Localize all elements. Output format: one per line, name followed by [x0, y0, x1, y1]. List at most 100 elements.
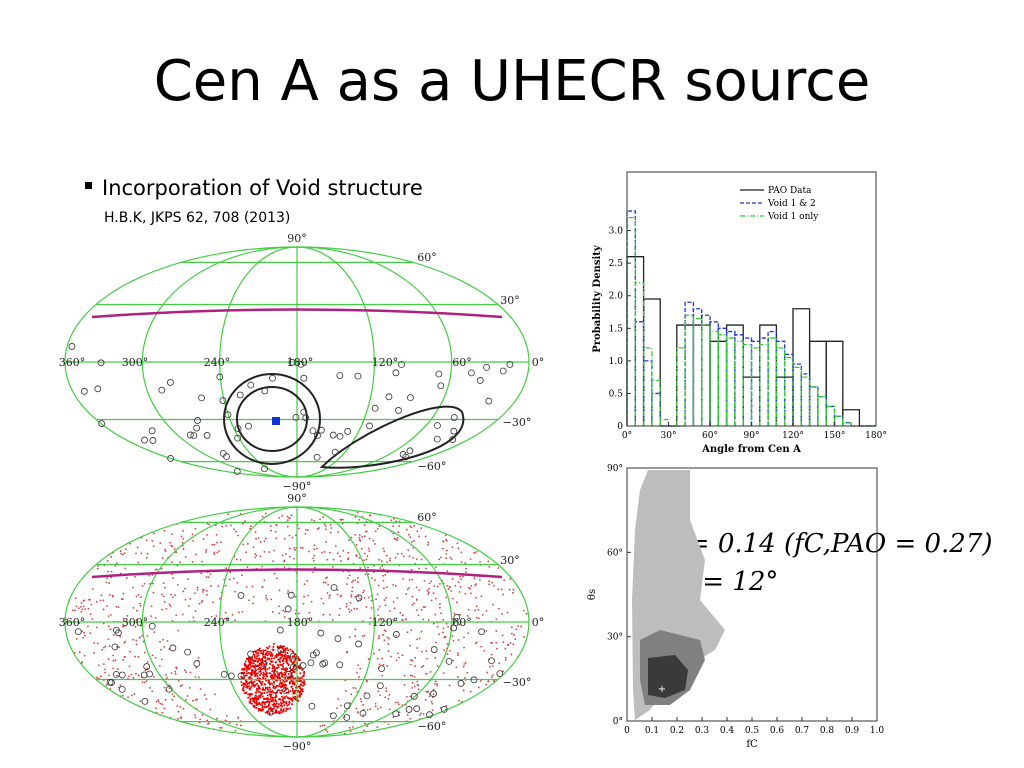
- event-dot: [268, 645, 271, 648]
- event-dot: [283, 537, 286, 540]
- event-dot: [380, 560, 383, 563]
- event-circle: [426, 711, 433, 719]
- event-dot: [256, 703, 259, 706]
- event-dot: [383, 629, 386, 632]
- event-dot: [242, 685, 245, 688]
- event-dot: [290, 685, 293, 688]
- event-dot: [439, 582, 441, 585]
- event-dot: [144, 669, 147, 672]
- event-dot: [326, 558, 329, 561]
- event-dot: [247, 696, 250, 699]
- event-dot: [475, 605, 478, 608]
- event-dot: [182, 707, 185, 710]
- event-dot: [191, 533, 194, 536]
- event-dot: [500, 588, 503, 591]
- y-tick-label: 3.0: [609, 227, 624, 237]
- event-dot: [423, 580, 426, 582]
- event-dot: [240, 681, 243, 684]
- event-dot: [281, 514, 284, 517]
- event-dot: [378, 635, 380, 638]
- event-dot: [286, 652, 289, 655]
- event-dot: [291, 703, 294, 706]
- event-circle: [141, 697, 149, 705]
- event-dot: [328, 597, 331, 599]
- event-dot: [259, 541, 262, 543]
- event-circle: [288, 358, 296, 366]
- event-dot: [245, 685, 248, 688]
- event-dot: [257, 664, 260, 667]
- event-dot: [464, 592, 467, 595]
- event-dot: [259, 674, 262, 677]
- event-dot: [73, 651, 76, 654]
- histogram-bar: [651, 379, 661, 426]
- event-circle: [118, 685, 126, 693]
- event-dot: [491, 581, 493, 584]
- event-circle: [402, 453, 410, 461]
- sky-map: 90°60°30°360° 300° 240° 180° 120° 60° 0°−30°−6…: [59, 232, 545, 493]
- event-dot: [281, 663, 284, 666]
- event-dot: [411, 604, 414, 606]
- event-dot: [235, 530, 237, 533]
- event-dot: [278, 677, 281, 680]
- event-dot: [467, 632, 470, 635]
- event-dot: [163, 529, 166, 532]
- event-dot: [277, 689, 280, 692]
- event-dot: [197, 657, 200, 659]
- histogram-bar: [750, 347, 761, 426]
- event-dot: [189, 671, 192, 674]
- x-tick-label: 0.8: [820, 726, 835, 736]
- event-dot: [162, 582, 165, 585]
- event-dot: [269, 698, 272, 701]
- event-dot: [283, 680, 286, 683]
- event-dot: [363, 596, 366, 599]
- histogram-bar: [725, 330, 736, 426]
- histogram-bar: [784, 356, 794, 426]
- event-dot: [409, 644, 411, 647]
- event-dot: [485, 609, 488, 612]
- event-dot: [323, 523, 326, 526]
- event-dot: [314, 566, 316, 569]
- event-dot: [267, 705, 270, 708]
- event-dot: [313, 520, 316, 522]
- event-circle: [261, 387, 269, 395]
- event-dot: [267, 710, 270, 713]
- event-dot: [265, 512, 267, 515]
- event-dot: [275, 656, 278, 659]
- event-dot: [382, 574, 384, 577]
- event-dot: [341, 518, 344, 521]
- event-dot: [261, 701, 264, 704]
- event-dot: [271, 670, 274, 673]
- event-dot: [145, 680, 148, 683]
- event-dot: [434, 597, 437, 600]
- event-circle: [355, 640, 362, 648]
- event-dot: [462, 575, 464, 578]
- event-circle: [245, 422, 252, 430]
- event-dot: [355, 555, 358, 558]
- event-dot: [255, 665, 258, 668]
- event-dot: [108, 593, 111, 596]
- event-dot: [409, 525, 411, 528]
- event-dot: [304, 528, 307, 531]
- grid-label: 180°: [287, 356, 314, 369]
- event-dot: [445, 557, 448, 560]
- event-dot: [395, 634, 397, 637]
- event-dot: [352, 726, 354, 728]
- y-tick-label: 1.0: [609, 357, 624, 367]
- event-dot: [261, 585, 264, 588]
- event-dot: [453, 612, 456, 615]
- event-dot: [435, 641, 437, 644]
- event-circle: [392, 710, 400, 718]
- event-dot: [379, 694, 381, 697]
- event-dot: [427, 593, 430, 595]
- event-dot: [466, 615, 469, 617]
- event-dot: [289, 707, 292, 710]
- event-circle: [435, 370, 443, 378]
- event-dot: [124, 655, 127, 658]
- region-inner: [648, 655, 688, 698]
- event-dot: [157, 699, 160, 701]
- event-dot: [354, 628, 357, 631]
- event-dot: [383, 587, 385, 590]
- event-dot: [243, 667, 246, 670]
- event-dot: [285, 688, 288, 691]
- event-circle: [457, 680, 465, 687]
